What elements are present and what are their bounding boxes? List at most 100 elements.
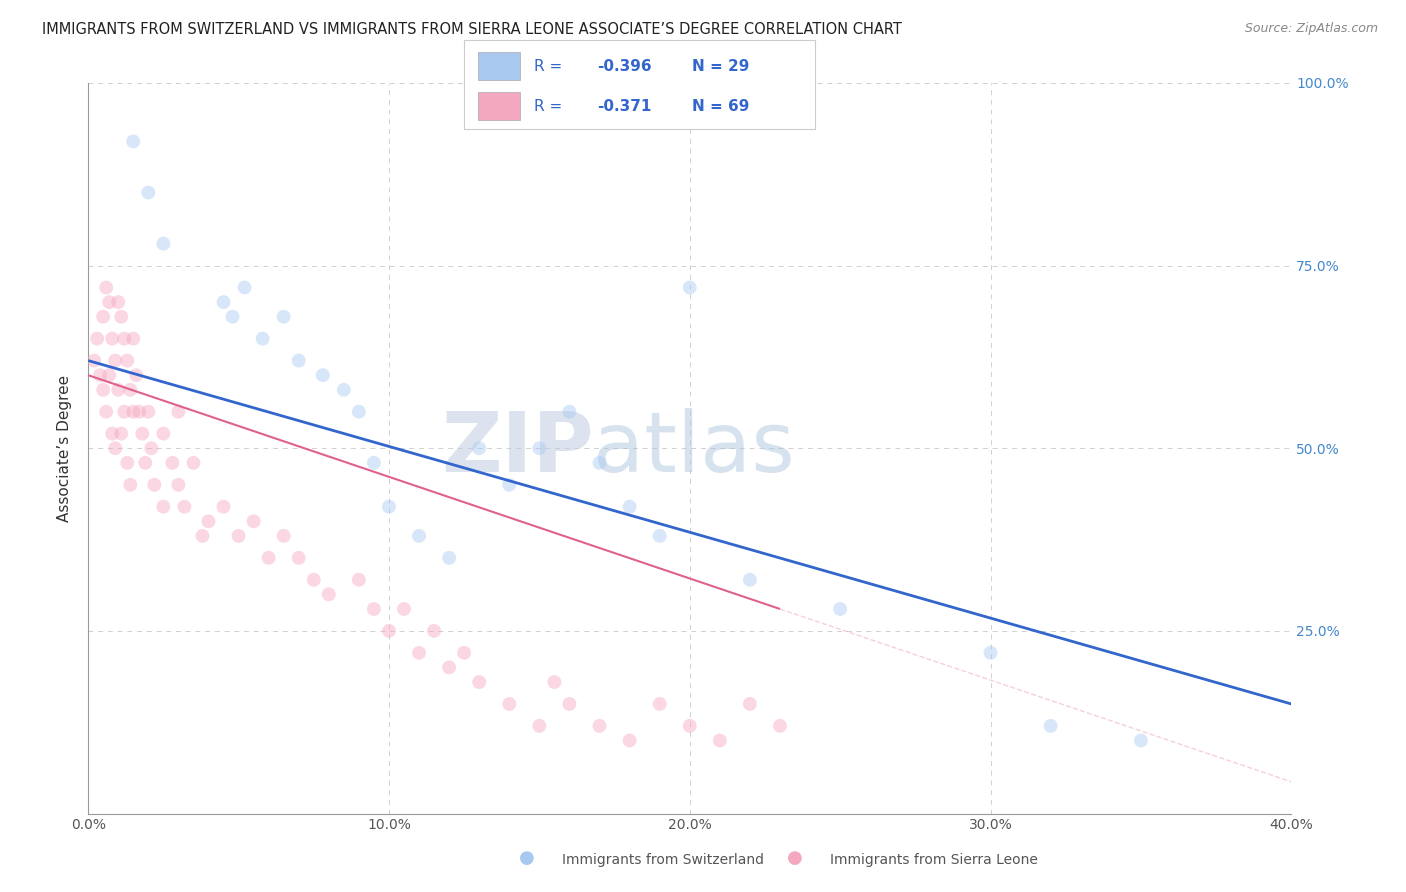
- Point: [122, 135, 145, 149]
- Point: [543, 675, 565, 690]
- Point: [287, 353, 309, 368]
- Point: [110, 310, 132, 324]
- Point: [112, 332, 135, 346]
- Point: [233, 280, 256, 294]
- Point: [101, 426, 124, 441]
- Point: [378, 624, 401, 638]
- Point: [437, 550, 460, 565]
- Point: [117, 353, 139, 368]
- Point: [183, 456, 205, 470]
- Point: [152, 236, 174, 251]
- Point: [98, 368, 121, 383]
- Point: [221, 310, 243, 324]
- Point: [152, 500, 174, 514]
- Text: ●: ●: [786, 849, 803, 867]
- Point: [98, 295, 121, 310]
- Point: [769, 719, 792, 733]
- Point: [709, 733, 731, 747]
- Point: [110, 426, 132, 441]
- Point: [529, 442, 551, 456]
- Point: [89, 368, 111, 383]
- Point: [104, 442, 127, 456]
- Point: [588, 719, 610, 733]
- Point: [558, 697, 581, 711]
- Point: [191, 529, 214, 543]
- Point: [423, 624, 446, 638]
- Point: [453, 646, 475, 660]
- Point: [738, 573, 761, 587]
- Point: [122, 332, 145, 346]
- Point: [128, 405, 150, 419]
- Point: [143, 477, 166, 491]
- Point: [152, 426, 174, 441]
- Point: [333, 383, 356, 397]
- Point: [648, 529, 671, 543]
- Point: [122, 405, 145, 419]
- Point: [619, 733, 641, 747]
- Point: [588, 456, 610, 470]
- Point: [257, 550, 280, 565]
- Point: [273, 310, 295, 324]
- Point: [242, 514, 264, 528]
- Text: N = 29: N = 29: [693, 59, 749, 73]
- Point: [679, 280, 702, 294]
- Text: ZIP: ZIP: [441, 408, 593, 489]
- Point: [120, 383, 142, 397]
- Text: R =: R =: [534, 59, 562, 73]
- Point: [96, 280, 118, 294]
- Point: [347, 405, 370, 419]
- Point: [162, 456, 184, 470]
- Text: -0.396: -0.396: [598, 59, 652, 73]
- Point: [302, 573, 325, 587]
- Point: [107, 295, 129, 310]
- Point: [136, 186, 159, 200]
- Text: N = 69: N = 69: [693, 99, 749, 113]
- Y-axis label: Associate’s Degree: Associate’s Degree: [58, 375, 72, 522]
- Text: ●: ●: [519, 849, 536, 867]
- Point: [91, 310, 114, 324]
- Point: [131, 426, 153, 441]
- Point: [287, 550, 309, 565]
- Point: [1129, 733, 1152, 747]
- Point: [830, 602, 852, 616]
- Point: [96, 405, 118, 419]
- Point: [212, 500, 235, 514]
- Text: atlas: atlas: [593, 408, 796, 489]
- Point: [228, 529, 250, 543]
- Point: [738, 697, 761, 711]
- Point: [468, 442, 491, 456]
- Point: [529, 719, 551, 733]
- Point: [378, 500, 401, 514]
- Text: IMMIGRANTS FROM SWITZERLAND VS IMMIGRANTS FROM SIERRA LEONE ASSOCIATE’S DEGREE C: IMMIGRANTS FROM SWITZERLAND VS IMMIGRANT…: [42, 22, 903, 37]
- Point: [91, 383, 114, 397]
- Point: [107, 383, 129, 397]
- Point: [120, 477, 142, 491]
- Text: Immigrants from Sierra Leone: Immigrants from Sierra Leone: [830, 853, 1038, 867]
- Point: [498, 697, 520, 711]
- Point: [318, 587, 340, 601]
- Point: [212, 295, 235, 310]
- Point: [101, 332, 124, 346]
- Point: [468, 675, 491, 690]
- Point: [312, 368, 335, 383]
- Point: [252, 332, 274, 346]
- Point: [980, 646, 1002, 660]
- Point: [134, 456, 156, 470]
- Text: R =: R =: [534, 99, 562, 113]
- Point: [347, 573, 370, 587]
- Point: [498, 477, 520, 491]
- Point: [167, 405, 190, 419]
- Text: -0.371: -0.371: [598, 99, 652, 113]
- Point: [558, 405, 581, 419]
- FancyBboxPatch shape: [478, 52, 520, 80]
- FancyBboxPatch shape: [478, 92, 520, 120]
- Point: [136, 405, 159, 419]
- Point: [408, 529, 430, 543]
- Text: Source: ZipAtlas.com: Source: ZipAtlas.com: [1244, 22, 1378, 36]
- Point: [648, 697, 671, 711]
- Point: [619, 500, 641, 514]
- Point: [273, 529, 295, 543]
- Point: [141, 442, 163, 456]
- Point: [173, 500, 195, 514]
- Point: [363, 456, 385, 470]
